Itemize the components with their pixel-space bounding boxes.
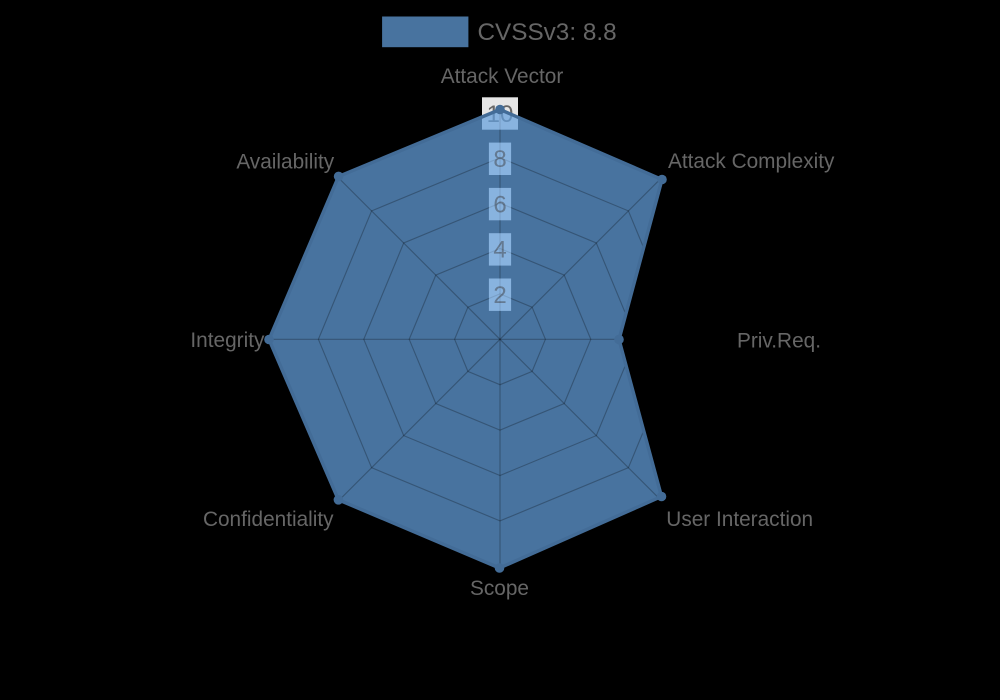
svg-text:User Interaction: User Interaction xyxy=(666,508,813,531)
svg-text:8: 8 xyxy=(493,146,506,173)
svg-text:4: 4 xyxy=(493,237,506,264)
svg-text:2: 2 xyxy=(493,282,506,309)
svg-text:Attack Complexity: Attack Complexity xyxy=(668,150,835,173)
svg-text:Availability: Availability xyxy=(236,151,334,174)
svg-text:6: 6 xyxy=(493,191,506,218)
svg-text:Scope: Scope xyxy=(470,577,529,600)
svg-text:CVSSv3: 8.8: CVSSv3: 8.8 xyxy=(478,19,617,46)
svg-text:Attack Vector: Attack Vector xyxy=(441,65,564,88)
svg-text:Priv.Req.: Priv.Req. xyxy=(737,330,821,353)
svg-text:Integrity: Integrity xyxy=(190,329,265,352)
svg-text:Confidentiality: Confidentiality xyxy=(203,508,334,531)
